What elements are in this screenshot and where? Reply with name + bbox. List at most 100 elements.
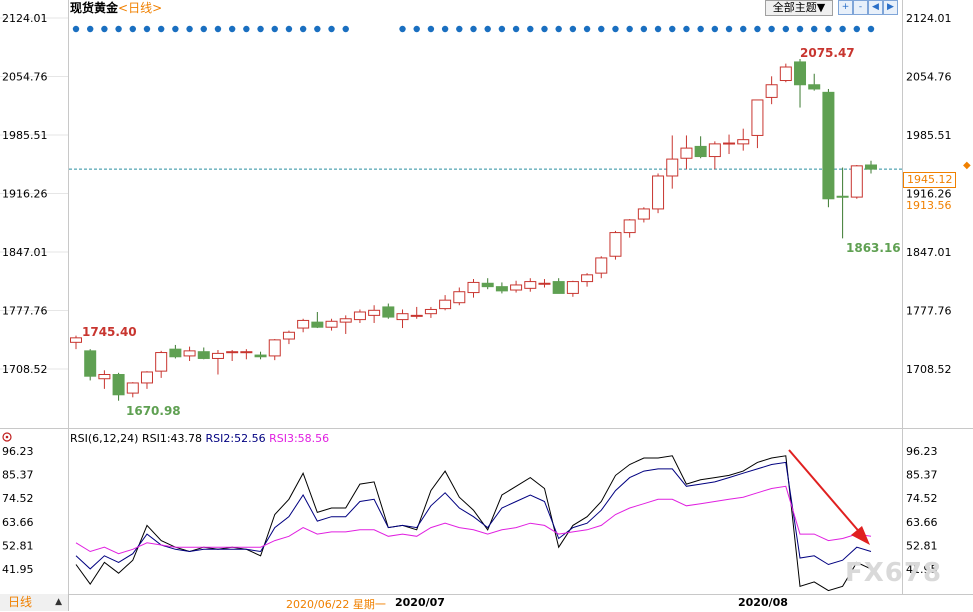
price-tick-label-left: 1708.52 — [2, 363, 48, 376]
candle-up — [140, 371, 153, 384]
price-axis: 2124.01 2124.01 2054.76 2054.76 1985.51 1985.… — [0, 12, 952, 376]
event-dot[interactable] — [796, 25, 804, 33]
rsi2-value: RSI2:52.56 — [205, 432, 266, 445]
cursor-date: 2020/06/22 星期一 — [286, 598, 386, 611]
candle-up — [155, 352, 168, 372]
event-dot[interactable] — [583, 25, 591, 33]
trend-arrow-line — [788, 449, 863, 536]
price-tick-label-right: 2054.76 — [906, 71, 952, 84]
candle-down — [254, 354, 267, 358]
candle-up — [268, 339, 281, 357]
event-dot[interactable] — [172, 25, 179, 33]
candlestick-series — [70, 59, 877, 401]
x-label-jul: 2020/07 — [395, 596, 445, 609]
candle-up — [226, 351, 239, 354]
event-dot[interactable] — [740, 25, 747, 33]
event-dot[interactable] — [413, 25, 420, 33]
event-dot[interactable] — [257, 25, 264, 33]
rsi-legend: RSI(6,12,24) RSI1:43.78 RSI2:52.56 RSI3:… — [70, 432, 329, 445]
theme-dropdown-button[interactable]: 全部主题▼ — [765, 0, 833, 16]
event-dot[interactable] — [498, 25, 506, 33]
event-dot[interactable] — [725, 25, 733, 33]
event-dot[interactable] — [569, 25, 577, 33]
candle-up — [652, 175, 665, 210]
event-dot[interactable] — [399, 25, 406, 33]
candle-up — [581, 274, 594, 283]
candle-up — [524, 281, 537, 289]
candle-up — [282, 331, 295, 340]
event-dot[interactable] — [456, 25, 463, 33]
event-dot[interactable] — [72, 25, 80, 33]
event-dot[interactable] — [101, 25, 108, 33]
current-price-tag: 1945.12 — [903, 172, 956, 188]
event-dot[interactable] — [640, 25, 648, 33]
event-dot[interactable] — [683, 25, 690, 33]
rsi-tick-label-left: 96.23 — [2, 445, 34, 458]
event-dot[interactable] — [115, 25, 122, 33]
event-dot[interactable] — [853, 25, 861, 33]
period-label[interactable]: <日线> — [118, 1, 163, 15]
price-tick-label-left: 1985.51 — [2, 129, 48, 142]
rsi-axis: 96.23 96.23 85.37 85.37 74.52 74.52 63.66 63.66… — [2, 445, 938, 576]
x-label-aug: 2020/08 — [738, 596, 788, 609]
event-dot[interactable] — [811, 25, 818, 33]
event-dot[interactable] — [839, 25, 846, 33]
zoom-out-icon[interactable]: - — [853, 0, 868, 15]
event-dot[interactable] — [271, 25, 278, 33]
event-dot[interactable] — [612, 25, 619, 33]
event-dot[interactable] — [143, 25, 151, 33]
candle-up — [368, 309, 381, 316]
candle-down — [836, 195, 849, 198]
scroll-left-icon[interactable]: ◀ — [868, 0, 883, 15]
event-dot[interactable] — [299, 25, 307, 33]
price-tick-label-left: 1847.01 — [2, 246, 48, 259]
event-dot[interactable] — [441, 25, 449, 33]
event-dot[interactable] — [129, 25, 136, 33]
event-dot[interactable] — [214, 25, 222, 33]
scroll-right-icon[interactable]: ▶ — [883, 0, 898, 15]
event-dot[interactable] — [825, 25, 832, 33]
event-dot[interactable] — [527, 25, 534, 33]
event-dot[interactable] — [867, 25, 875, 33]
candle-up — [723, 142, 736, 145]
event-dot[interactable] — [314, 25, 321, 33]
event-dot[interactable] — [427, 25, 435, 33]
event-dot[interactable] — [598, 25, 605, 33]
event-dot[interactable] — [470, 25, 477, 33]
event-dot[interactable] — [711, 25, 719, 33]
rsi-legend-title: RSI(6,12,24) — [70, 432, 139, 445]
event-dot[interactable] — [626, 25, 633, 33]
event-dot[interactable] — [654, 25, 662, 33]
event-dot[interactable] — [555, 25, 562, 33]
event-dot[interactable] — [541, 25, 548, 33]
chart-title: 现货黄金<日线> — [70, 0, 162, 16]
event-dot[interactable] — [782, 25, 790, 33]
event-dot[interactable] — [200, 25, 207, 33]
candle-down — [84, 350, 97, 377]
event-dot[interactable] — [754, 25, 761, 33]
event-dot[interactable] — [697, 25, 704, 33]
event-dot[interactable] — [342, 25, 349, 33]
candle-up — [666, 158, 679, 177]
event-dot[interactable] — [285, 25, 293, 33]
event-dot[interactable] — [669, 25, 676, 33]
indicator-settings-icon[interactable] — [2, 432, 12, 442]
candle-up — [467, 281, 480, 294]
event-dot[interactable] — [768, 25, 775, 33]
candle-up — [623, 219, 636, 234]
event-dot[interactable] — [512, 25, 520, 33]
candle-down — [865, 164, 877, 170]
event-dot[interactable] — [243, 25, 250, 33]
event-dot[interactable] — [328, 25, 335, 33]
event-dot[interactable] — [228, 25, 236, 33]
zoom-in-icon[interactable]: + — [838, 0, 853, 15]
candle-down — [112, 374, 125, 396]
event-dot[interactable] — [484, 25, 491, 33]
candle-down — [311, 321, 324, 328]
period-tab[interactable]: 日线 ▲ — [0, 594, 69, 611]
event-dot[interactable] — [157, 25, 165, 33]
event-dot[interactable] — [86, 25, 94, 33]
event-dot[interactable] — [186, 25, 193, 33]
